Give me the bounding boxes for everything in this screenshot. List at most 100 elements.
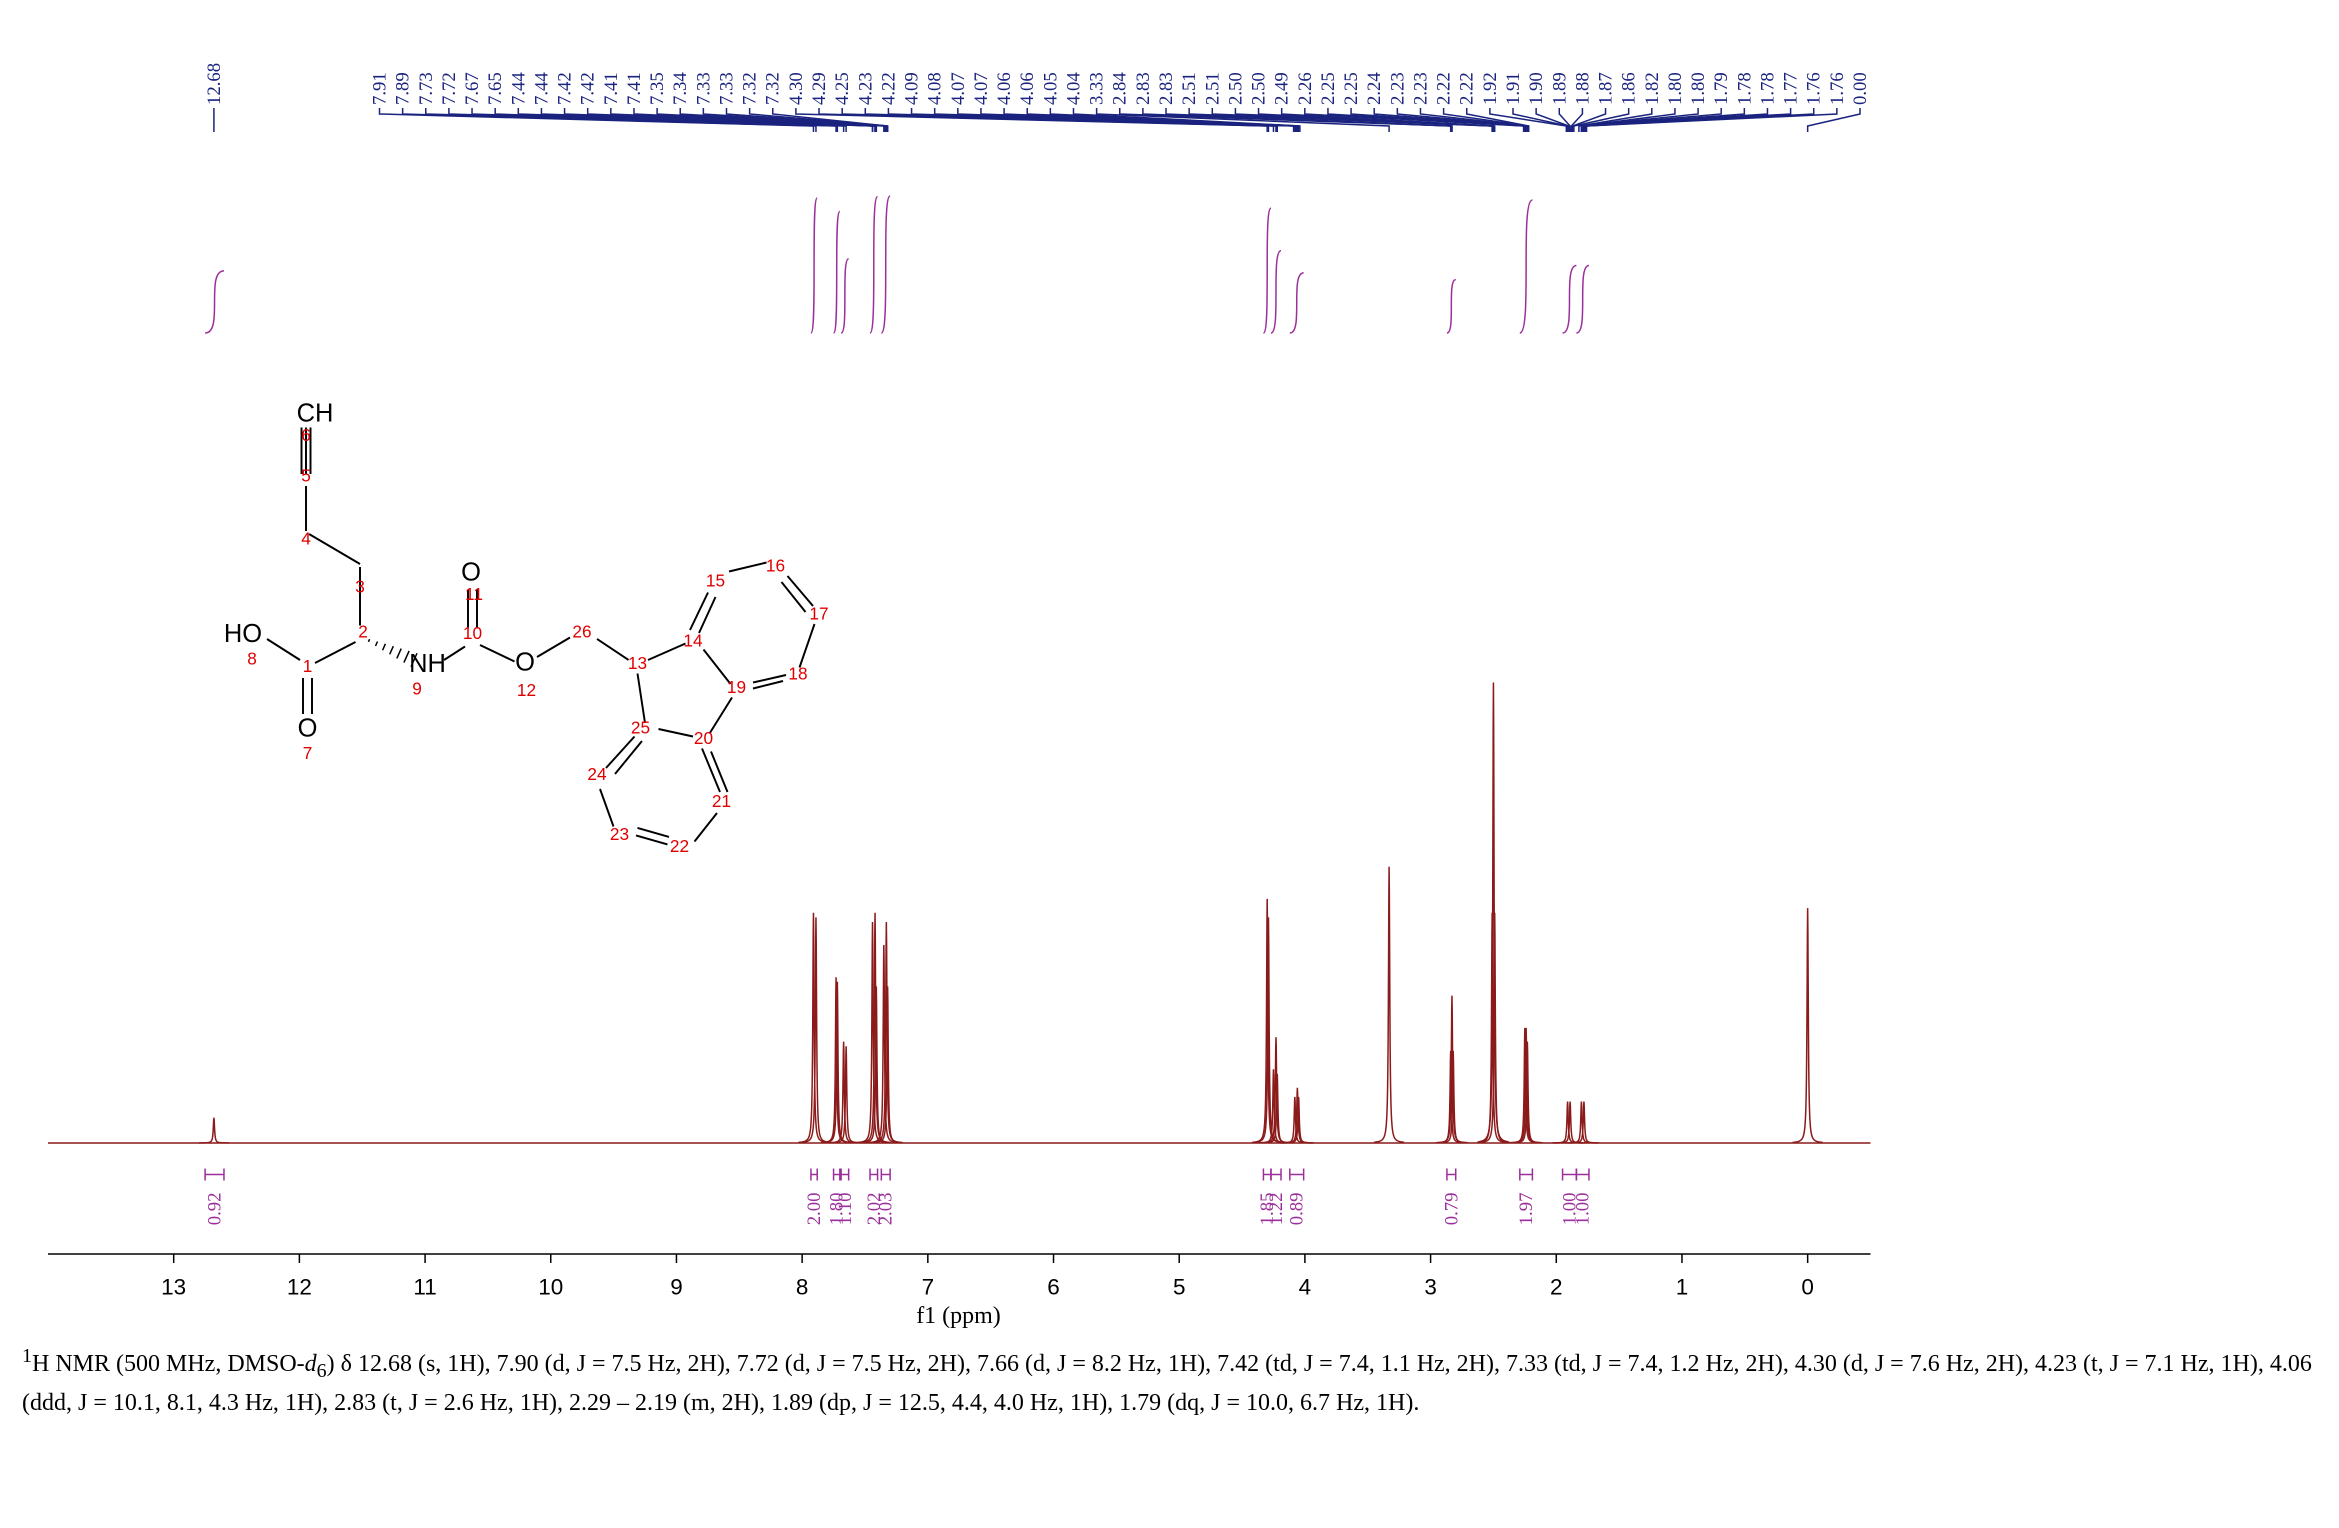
peak-leader	[1165, 107, 1453, 132]
peak-label: 1.82	[1642, 72, 1663, 105]
integral-bracket	[832, 1168, 841, 1181]
hash-bond	[396, 648, 402, 659]
integral-label: 1.97	[1516, 1192, 1537, 1225]
peak-label: 2.23	[1387, 72, 1408, 105]
integral-label: 1.00	[1559, 1192, 1580, 1225]
hash-bond	[389, 645, 394, 655]
atom-number: 23	[610, 824, 629, 844]
peak-label: 12.68	[204, 63, 225, 105]
integral-label: 1.85	[1257, 1192, 1278, 1225]
peak-label: 7.32	[740, 72, 761, 105]
bond	[786, 575, 814, 607]
peak	[1555, 1101, 1586, 1144]
peak	[1373, 866, 1405, 1144]
bond	[728, 561, 767, 573]
peak	[861, 986, 892, 1144]
bond	[658, 728, 694, 738]
integral-curve	[1289, 272, 1304, 334]
peak-label: 7.33	[716, 72, 737, 105]
peak-leader	[1373, 107, 1527, 132]
bond	[710, 751, 729, 793]
peak-label: 1.87	[1596, 72, 1617, 105]
peak-label: 7.42	[555, 72, 576, 105]
x-tick-label: 3	[1424, 1274, 1437, 1299]
peak	[1568, 1101, 1600, 1144]
peak-label: 2.26	[1295, 72, 1316, 105]
integral-bracket	[1262, 1168, 1272, 1181]
peak-leader	[725, 107, 888, 132]
peak-label: 4.25	[832, 72, 853, 105]
atom-number: 11	[465, 584, 483, 604]
hash-bond	[403, 650, 410, 663]
atom-number: 9	[412, 678, 422, 698]
peak-label: 4.22	[878, 72, 899, 105]
x-tick-label: 4	[1299, 1274, 1312, 1299]
peak-leader	[1580, 107, 1699, 132]
bond	[599, 788, 615, 827]
peak-label: 7.72	[439, 72, 460, 105]
atom-label: O	[298, 714, 318, 742]
peak-label: 1.91	[1503, 72, 1524, 105]
description-text: H NMR (500 MHz, DMSO-	[32, 1351, 305, 1377]
integral-bracket	[869, 1168, 879, 1181]
peak-label: 7.44	[508, 72, 529, 105]
peak-label: 4.05	[1040, 72, 1061, 105]
bond	[266, 638, 301, 661]
integral-label: 0.79	[1441, 1192, 1462, 1225]
peak-leader	[1280, 107, 1496, 132]
bond	[636, 673, 646, 724]
peak-label: 7.44	[531, 72, 552, 105]
atom-number: 1	[303, 656, 313, 676]
peak-leader	[1419, 107, 1529, 132]
bond	[308, 533, 361, 565]
atom-number: 21	[712, 791, 731, 811]
peak-label: 1.78	[1734, 72, 1755, 105]
peak	[198, 1117, 229, 1144]
integral-bracket	[880, 1168, 891, 1181]
peak-leader	[679, 107, 886, 132]
atom-label: O	[515, 648, 535, 676]
peak-label: 7.89	[393, 72, 414, 105]
bond	[596, 638, 630, 661]
atom-number: 5	[301, 465, 311, 485]
peak	[798, 912, 829, 1144]
bond	[689, 592, 709, 631]
bond	[752, 680, 784, 690]
peak-leader	[633, 107, 878, 132]
integral-curve	[869, 195, 879, 334]
peak-leader	[1581, 107, 1722, 132]
integral-curve	[840, 257, 850, 334]
x-tick-label: 13	[161, 1274, 186, 1299]
peak-label: 1.80	[1665, 72, 1686, 105]
peak-label: 7.35	[647, 72, 668, 105]
peak-leader	[1072, 107, 1301, 132]
bond	[605, 735, 636, 769]
integral-label: 0.92	[205, 1192, 226, 1225]
x-tick-label: 11	[413, 1274, 436, 1299]
bond	[443, 645, 466, 661]
peak-label: 4.09	[902, 72, 923, 105]
integral-bracket	[810, 1168, 818, 1181]
integral-bracket	[1270, 1168, 1282, 1181]
peak-label: 2.50	[1249, 72, 1270, 105]
peak	[1512, 1041, 1543, 1144]
x-tick-label: 10	[538, 1274, 563, 1299]
atom-label: O	[461, 558, 481, 586]
peak-label: 1.86	[1619, 72, 1640, 105]
peak-label: 1.76	[1804, 72, 1825, 105]
atom-number: 18	[788, 663, 807, 683]
peak-label: 7.42	[578, 72, 599, 105]
x-tick-label: 2	[1550, 1274, 1563, 1299]
peak-label: 7.73	[416, 72, 437, 105]
atom-number: 6	[301, 425, 311, 445]
peak	[872, 986, 903, 1144]
x-tick-label: 1	[1676, 1274, 1689, 1299]
x-tick-label: 9	[670, 1274, 683, 1299]
bond	[635, 834, 668, 846]
atom-number: 22	[670, 836, 689, 856]
peak-label: 4.29	[809, 72, 830, 105]
peak-label: 2.49	[1272, 72, 1293, 105]
peak-label: 7.41	[624, 72, 645, 105]
peak-label: 7.65	[485, 72, 506, 105]
